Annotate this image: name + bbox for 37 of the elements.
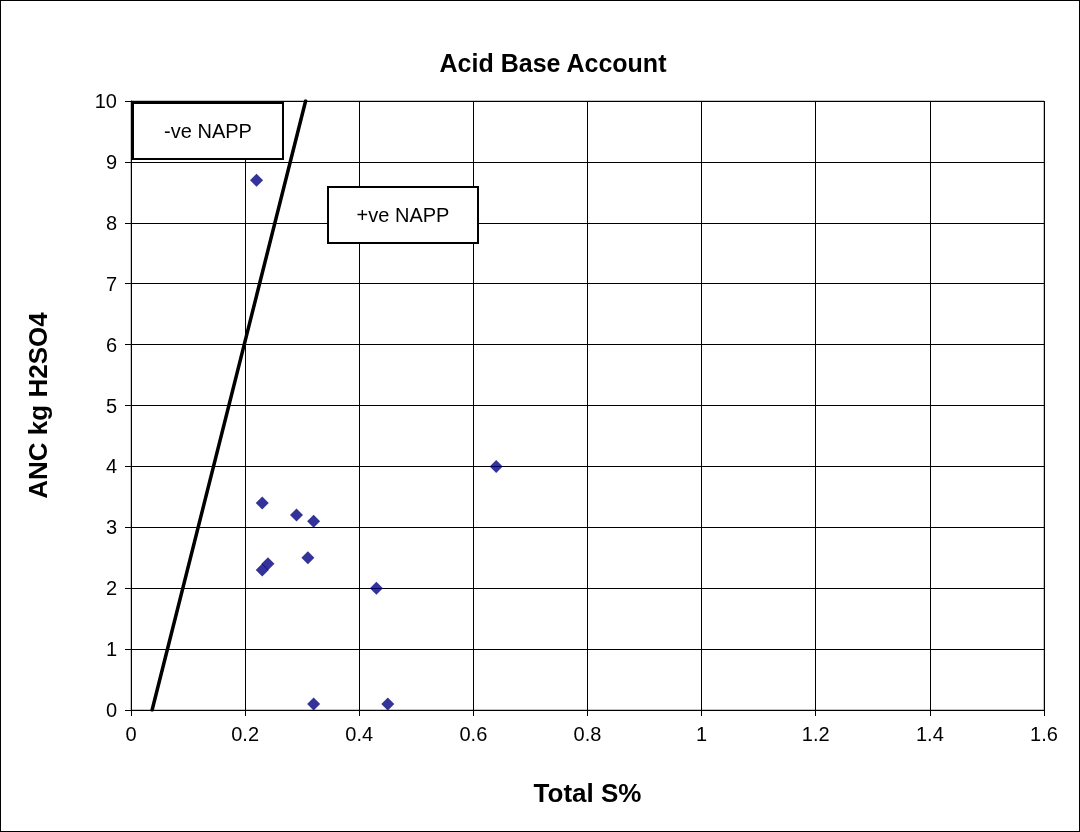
x-tick-label: 0.8 (573, 723, 602, 745)
point (301, 551, 315, 565)
y-tick-label: 3 (105, 516, 117, 539)
y-tick-label: 8 (105, 211, 117, 234)
y-tick-label: 10 (94, 90, 117, 112)
point (289, 508, 303, 522)
y-tick-label: 4 (105, 455, 117, 478)
point (250, 173, 264, 187)
y-tick-label: 7 (105, 272, 117, 295)
point (489, 459, 503, 473)
x-tick-label: 0 (125, 723, 137, 745)
x-tick-label: 0.2 (231, 723, 260, 745)
y-tick-label: 1 (105, 638, 117, 661)
point (261, 557, 275, 571)
x-tick-label: 1.6 (1030, 723, 1058, 745)
y-tick-label: 6 (105, 333, 117, 356)
chart-title: Acid Base Account (439, 48, 668, 77)
annotation: -ve NAPP (164, 119, 252, 143)
y-tick-label: 9 (105, 150, 117, 173)
annotation: +ve NAPP (356, 203, 450, 227)
point (255, 496, 269, 510)
y-tick-label: 5 (105, 394, 117, 417)
x-tick-label: 1.4 (915, 723, 944, 745)
point (307, 514, 321, 528)
x-axis-title: Total S% (533, 778, 642, 808)
note-box: +ve NAPP (327, 186, 479, 244)
y-axis-title: ANC kg H2SO4 (23, 311, 53, 499)
x-tick-label: 0.4 (345, 723, 374, 745)
point (381, 697, 395, 711)
y-tick-label: 2 (105, 577, 117, 600)
x-tick-label: 0.6 (459, 723, 488, 745)
point (369, 581, 383, 595)
x-tick-label: 1 (696, 723, 708, 745)
note-box: -ve NAPP (132, 102, 284, 160)
y-tick-label: 0 (105, 699, 117, 721)
point (307, 697, 321, 711)
x-tick-label: 1.2 (801, 723, 830, 745)
